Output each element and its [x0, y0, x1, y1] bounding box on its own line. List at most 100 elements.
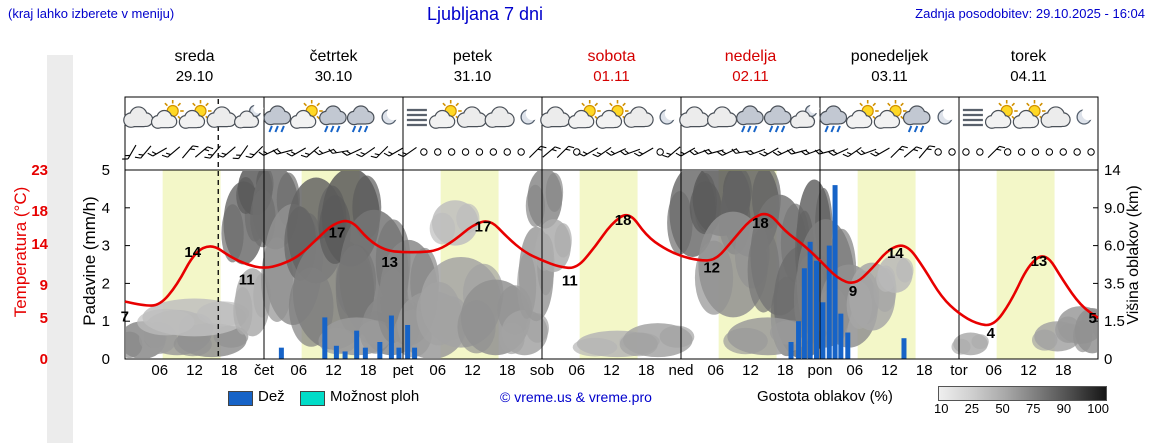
x-axis-hour: 18	[777, 362, 794, 379]
day-date: 01.11	[593, 68, 630, 85]
wind-barb-icon	[122, 144, 137, 160]
cloud-scale-value: 10	[934, 401, 949, 416]
x-axis-day: tor	[950, 362, 968, 379]
x-axis-hour: 06	[568, 362, 585, 379]
wind-barb-icon	[194, 146, 214, 158]
x-axis-hour: 06	[429, 362, 446, 379]
calm-wind-icon	[656, 148, 664, 156]
cloud-icon	[706, 106, 738, 128]
rain-icon	[346, 105, 375, 133]
x-axis-day: pet	[393, 362, 415, 379]
cloud-height-tick-label: 9.0	[1104, 200, 1125, 217]
wind-barb-icon	[370, 145, 389, 159]
calm-wind-icon	[517, 148, 525, 156]
copyright-link[interactable]: © vreme.us & vreme.pro	[500, 389, 652, 405]
wind-barb-icon	[786, 149, 808, 155]
wind-barb-icon	[870, 147, 890, 157]
calm-wind-icon	[962, 148, 970, 156]
wind-barb-icon	[703, 149, 724, 155]
x-axis-hour: 06	[707, 362, 724, 379]
x-axis-hour: 18	[360, 362, 377, 379]
calm-wind-icon	[420, 148, 428, 156]
temp-tick-label: 5	[40, 310, 48, 327]
temp-tick-label: 18	[31, 203, 48, 220]
x-axis-hour: 12	[603, 362, 620, 379]
moon-icon	[937, 106, 957, 125]
x-axis-hour: 12	[325, 362, 342, 379]
day-header-sobota: sobota 01.11	[542, 46, 681, 87]
wind-barb-icon	[356, 146, 376, 158]
cloud-icon	[456, 106, 487, 128]
temp-tick-label: 9	[40, 277, 48, 294]
day-header-ponedeljek: ponedeljek 03.11	[820, 46, 959, 87]
temperature-value: 17	[329, 224, 346, 241]
cloud-height-tick-label: 1.5	[1104, 313, 1125, 330]
wind-barb-icon	[328, 148, 349, 154]
precip-tick-label: 0	[102, 351, 110, 368]
cloud-icon	[123, 106, 154, 128]
rain-bars	[278, 185, 907, 359]
temperature-value: 14	[887, 245, 904, 262]
showers-legend-label: Možnost ploh	[330, 388, 420, 405]
x-axis-hour: 12	[881, 362, 898, 379]
temperature-value: 11	[562, 273, 578, 290]
wind-barb-icon	[662, 146, 681, 158]
moon-icon	[520, 106, 540, 125]
chart-frame	[124, 96, 1099, 360]
x-axis-hour: 12	[742, 362, 759, 379]
calm-wind-icon	[1031, 148, 1040, 156]
temperature-value: 12	[703, 259, 720, 276]
day-name: petek	[452, 48, 493, 65]
temperature-value: 14	[184, 244, 201, 261]
day-header-nedelja: nedelja 02.11	[681, 46, 820, 87]
wind-barb-icon	[258, 148, 279, 156]
cloud-density-legend-label: Gostota oblakov (%)	[757, 388, 893, 405]
wind-barb-icon	[689, 148, 710, 156]
rain-icon	[736, 105, 764, 133]
rain-icon	[319, 105, 347, 133]
wind-barb-icon	[397, 146, 417, 158]
moon-icon	[381, 106, 401, 125]
temperature-value: 13	[381, 254, 398, 271]
temperature-value: 9	[849, 283, 857, 300]
calm-wind-icon	[934, 148, 942, 156]
x-axis-hour: 12	[1020, 362, 1037, 379]
cloud-height-tick-label: 3.5	[1104, 275, 1125, 292]
x-axis-hour: 06	[985, 362, 1002, 379]
day-header-četrtek: četrtek 30.10	[264, 46, 403, 87]
temperature-value: 18	[615, 212, 632, 229]
fog-icon	[406, 108, 427, 127]
precip-tick-label: 5	[102, 162, 110, 179]
moonCloud-icon	[790, 103, 820, 129]
x-axis-hour: 18	[221, 362, 238, 379]
wind-barb-icon	[272, 149, 293, 155]
partly-icon	[428, 100, 462, 129]
day-date: 30.10	[314, 68, 353, 85]
temperature-value: 7	[121, 308, 129, 325]
wind-barb-icon	[341, 148, 362, 156]
partly-icon	[567, 100, 601, 129]
wind-barb-icon	[731, 148, 752, 154]
fog-icon	[962, 108, 983, 127]
rain-legend-label: Dež	[258, 388, 285, 405]
x-axis-hour: 18	[916, 362, 933, 379]
cloud-density-gradient	[938, 386, 1107, 401]
wind-barb-icon	[556, 145, 575, 159]
day-header-torek: torek 04.11	[959, 46, 1098, 87]
temp-tick-label: 0	[40, 351, 48, 368]
partly-icon	[150, 100, 184, 129]
cloud-scale-value: 100	[1087, 401, 1109, 416]
wind-barb-icon	[161, 146, 181, 158]
precip-tick-label: 2	[102, 275, 110, 292]
wind-barb-icon	[217, 146, 236, 158]
wind-barb-icon	[717, 148, 738, 156]
day-name: torek	[1010, 48, 1047, 65]
cloud-icon	[623, 106, 654, 128]
x-axis-day: ned	[668, 362, 693, 379]
rain-icon	[819, 105, 848, 133]
calm-wind-icon	[1073, 148, 1081, 156]
wind-barb-icon	[814, 149, 835, 155]
wind-barb-icon	[633, 147, 654, 157]
rain-legend-swatch	[228, 391, 253, 406]
